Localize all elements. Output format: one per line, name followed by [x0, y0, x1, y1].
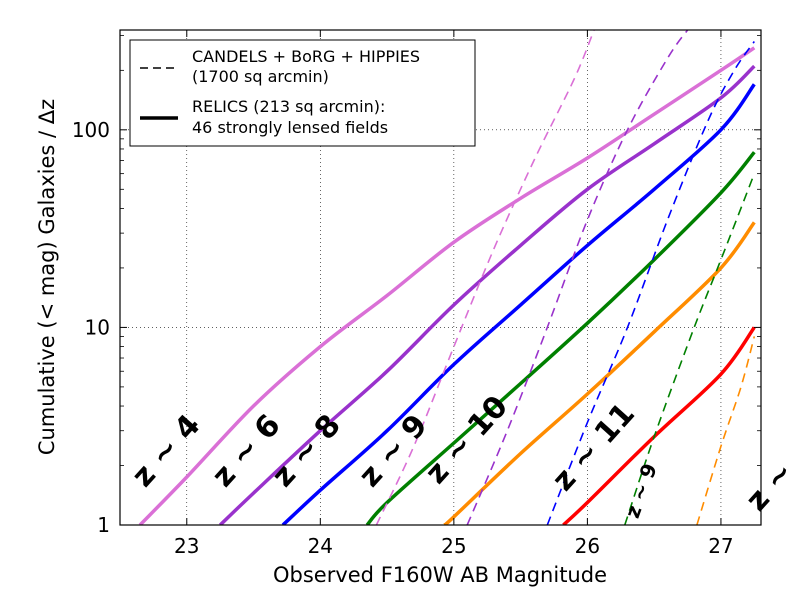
candels-curve — [624, 173, 756, 525]
legend-box — [129, 39, 476, 147]
x-tick-label: 25 — [441, 534, 466, 558]
y-tick-label: 10 — [85, 315, 110, 339]
plot-frame — [119, 29, 762, 526]
redshift-label: z ~ 9 — [620, 460, 662, 521]
candels-curve — [466, 30, 689, 525]
x-axis-title: Observed F160W AB Magnitude — [273, 563, 607, 587]
relics-curve — [138, 46, 756, 525]
x-tick-label: 23 — [174, 534, 199, 558]
y-axis-title: Cumulative (< mag) Galaxies / Δz — [35, 99, 59, 455]
relics-curve — [365, 151, 756, 525]
candels-curve — [375, 30, 595, 525]
legend: CANDELS + BoRG + HIPPIES (1700 sq arcmin… — [129, 39, 476, 147]
legend-relics-label: RELICS (213 sq arcmin): — [192, 97, 385, 116]
x-tick-label: 27 — [708, 534, 733, 558]
redshift-label: z ~ 6 — [205, 408, 287, 494]
y-tick-label: 100 — [72, 118, 110, 142]
redshift-label: z ~ 11 — [546, 396, 642, 498]
y-tick-label: 1 — [97, 513, 110, 537]
x-tick-label: 26 — [575, 534, 600, 558]
legend-candels-label: CANDELS + BoRG + HIPPIES — [192, 47, 420, 66]
ticks: 23 24 25 26 27 1 10 100 — [72, 30, 761, 558]
candels-curve — [696, 336, 756, 525]
legend-relics-fields: 46 strongly lensed fields — [192, 118, 388, 137]
redshift-label: z ~ — [739, 455, 800, 518]
series-layer — [138, 30, 756, 525]
redshift-label: z ~ 4 — [125, 408, 207, 494]
relics-curve — [218, 64, 756, 525]
x-tick-label: 24 — [308, 534, 333, 558]
legend-candels-area: (1700 sq arcmin) — [192, 67, 329, 86]
relics-curve — [443, 221, 756, 525]
candels-curve — [546, 41, 755, 525]
redshift-label: z ~ 10 — [419, 389, 515, 491]
redshift-label: z ~ 8 — [265, 408, 347, 494]
